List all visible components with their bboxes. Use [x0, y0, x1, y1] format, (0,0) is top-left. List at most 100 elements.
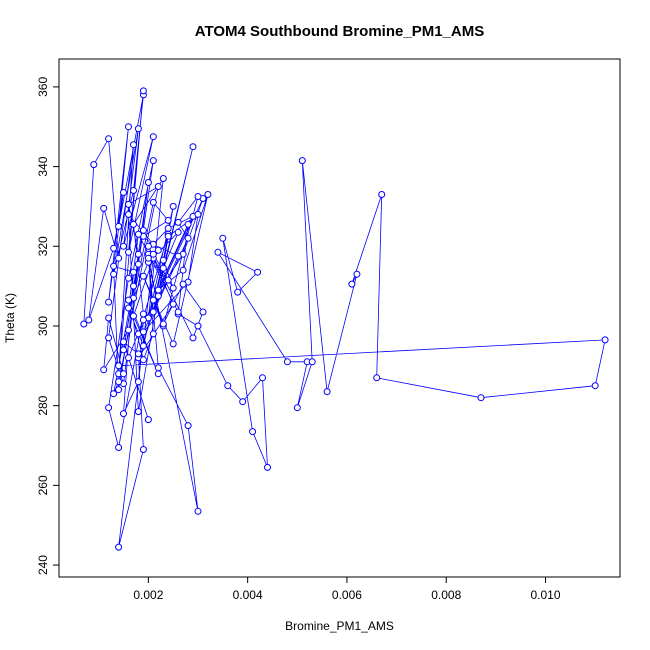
data-point	[139, 316, 147, 324]
data-point	[154, 370, 162, 378]
data-point	[115, 386, 123, 394]
x-tick-label: 0.002	[133, 588, 163, 602]
data-point	[174, 252, 182, 260]
data-point	[159, 256, 167, 264]
data-point	[154, 183, 162, 190]
data-point	[144, 416, 152, 424]
data-point	[90, 161, 98, 169]
data-point	[110, 270, 118, 278]
data-point	[283, 358, 291, 366]
data-point	[120, 338, 127, 346]
data-point	[110, 390, 118, 398]
data-point	[115, 222, 123, 230]
y-tick-label: 300	[36, 316, 50, 336]
data-point	[130, 268, 137, 276]
data-point	[378, 191, 386, 198]
x-axis-label: Bromine_PM1_AMS	[285, 619, 394, 633]
data-point	[164, 276, 172, 284]
data-point	[125, 123, 132, 131]
data-point	[105, 334, 113, 342]
y-tick-label: 240	[36, 555, 50, 575]
data-point	[194, 322, 202, 330]
data-point	[159, 264, 167, 272]
data-point	[149, 250, 157, 258]
data-point	[591, 382, 599, 390]
x-tick-label: 0.006	[332, 588, 362, 602]
data-point	[169, 202, 177, 210]
data-point	[204, 191, 212, 198]
data-point	[134, 250, 142, 258]
data-point	[259, 374, 266, 382]
data-point	[149, 330, 157, 338]
data-point	[80, 320, 88, 328]
data-point	[159, 175, 167, 182]
data-point	[174, 308, 182, 316]
y-tick-label: 280	[36, 395, 50, 415]
data-point	[105, 404, 113, 412]
data-point	[199, 308, 207, 316]
data-point	[125, 274, 132, 282]
data-point	[134, 408, 142, 416]
data-point	[134, 378, 142, 386]
data-point	[130, 187, 137, 194]
data-point	[130, 282, 137, 290]
data-point	[169, 300, 177, 308]
data-point	[323, 388, 331, 396]
data-point	[373, 374, 381, 382]
data-point	[144, 179, 152, 186]
data-point	[159, 320, 167, 328]
data-point	[144, 242, 152, 250]
data-point	[189, 334, 197, 342]
x-tick-label: 0.010	[531, 588, 561, 602]
data-point	[194, 193, 202, 200]
data-point	[184, 220, 192, 228]
data-point	[194, 507, 202, 515]
data-point	[224, 382, 232, 390]
data-point	[110, 262, 118, 270]
data-point	[120, 370, 127, 378]
data-point	[293, 404, 301, 412]
data-point	[239, 398, 247, 406]
data-point	[164, 216, 172, 224]
data-point	[139, 272, 147, 280]
data-point	[105, 298, 113, 306]
data-point	[139, 446, 147, 453]
data-point	[214, 248, 222, 256]
data-point	[130, 312, 137, 320]
data-point	[134, 350, 142, 358]
data-point	[219, 234, 227, 242]
data-point	[134, 260, 142, 268]
data-point	[149, 296, 157, 304]
data-point	[254, 268, 262, 276]
y-tick-label: 340	[36, 156, 50, 176]
data-point	[115, 543, 123, 551]
data-point	[105, 314, 113, 322]
chart-title: ATOM4 Southbound Bromine_PM1_AMS	[195, 23, 484, 40]
x-axis: 0.002 0.004 0.006 0.008 0.010	[133, 577, 561, 602]
series-points	[80, 87, 609, 551]
data-point	[149, 157, 157, 165]
data-point	[85, 316, 93, 324]
data-point	[125, 200, 132, 208]
data-point	[100, 204, 108, 212]
data-point	[125, 354, 132, 362]
data-point	[154, 364, 162, 372]
data-point	[194, 210, 202, 218]
data-point	[120, 189, 127, 196]
data-point	[234, 288, 242, 296]
plot-frame	[58, 58, 621, 578]
y-axis-label: Theta (K)	[3, 293, 17, 343]
data-point	[130, 141, 137, 149]
data-point	[130, 220, 137, 228]
data-point	[184, 422, 192, 430]
data-point	[110, 244, 118, 252]
data-point	[105, 135, 113, 143]
data-point	[154, 246, 162, 254]
data-point	[115, 378, 123, 386]
data-point	[149, 308, 157, 316]
data-point	[144, 254, 152, 262]
data-point	[139, 342, 147, 350]
data-point	[149, 133, 157, 141]
